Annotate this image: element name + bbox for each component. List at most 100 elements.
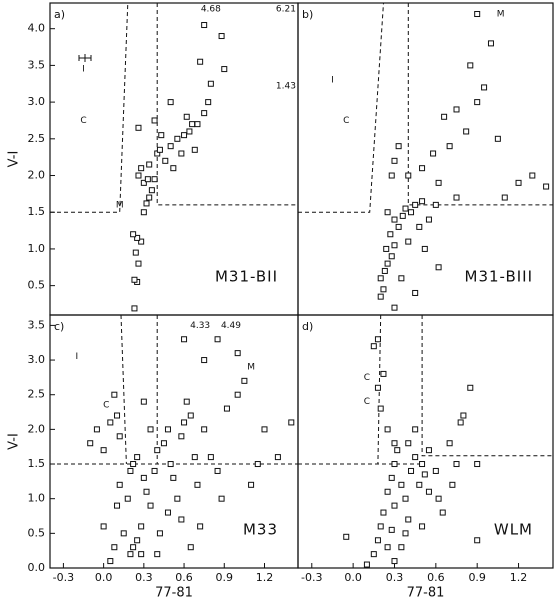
x-tick-label: 0.3: [386, 571, 404, 584]
star-point: [116, 481, 123, 488]
star-point: [174, 135, 181, 142]
star-point: [384, 488, 391, 495]
annotation: C: [364, 397, 370, 407]
annotation: 4.68: [201, 4, 221, 14]
y-tick-label: 2.5: [28, 388, 46, 401]
star-point: [111, 391, 118, 398]
star-point: [398, 275, 405, 282]
star-point: [143, 200, 150, 207]
star-point: [380, 509, 387, 516]
star-point: [501, 194, 508, 201]
star-point: [143, 488, 150, 495]
boundary-line: [156, 3, 298, 206]
y-tick-label: 1.0: [28, 492, 46, 505]
star-point: [134, 454, 141, 461]
y-tick-label: 3.0: [28, 95, 46, 108]
annotation: 4.49: [221, 321, 241, 331]
star-point: [223, 405, 230, 412]
star-point: [156, 530, 163, 537]
star-point: [435, 179, 442, 186]
panel-label: b): [302, 8, 313, 21]
y-tick-label: 2.0: [28, 422, 46, 435]
star-point: [140, 474, 147, 481]
boundary-line: [421, 315, 553, 457]
x-tick-label: 1.2: [256, 571, 274, 584]
panel: 0.5 1.0 1.5 2.0 2.5 3.0 3.5 4.0 V-I a) M31-BII 4.68…: [7, 2, 299, 316]
star-point: [156, 146, 163, 153]
star-point: [130, 461, 137, 468]
star-point: [370, 343, 377, 350]
star-point: [408, 467, 415, 474]
y-tick-label: 1.5: [28, 457, 46, 470]
boundary-line: [50, 2, 129, 213]
star-point: [453, 194, 460, 201]
star-point: [214, 336, 221, 343]
star-point: [130, 544, 137, 551]
star-point: [170, 474, 177, 481]
annotation: 6.21: [276, 4, 296, 14]
star-point: [183, 398, 190, 405]
star-point: [135, 124, 142, 131]
y-tick-label: 3.5: [28, 58, 46, 71]
star-point: [241, 377, 248, 384]
star-point: [419, 523, 426, 530]
y-tick-label: 4.0: [28, 22, 46, 35]
x-axis-label: 77-81: [407, 586, 445, 601]
star-point: [160, 440, 167, 447]
star-point: [374, 384, 381, 391]
star-point: [391, 242, 398, 249]
star-point: [384, 426, 391, 433]
star-point: [402, 205, 409, 212]
star-point: [405, 440, 412, 447]
panel-frame: [297, 314, 554, 569]
star-point: [87, 440, 94, 447]
star-point: [474, 11, 481, 18]
star-point: [374, 336, 381, 343]
star-point: [138, 551, 145, 558]
star-point: [191, 146, 198, 153]
y-tick-label: 1.5: [28, 205, 46, 218]
annotation: I: [331, 76, 334, 86]
star-point: [207, 80, 214, 87]
annotation: M: [497, 10, 505, 20]
panel: 0.0 0.5 1.0 1.5 2.0 2.5 3.0 3.5 -0.3 0.0 0.3 0.6 0.9…: [7, 314, 299, 601]
star-point: [135, 172, 142, 179]
star-point: [144, 176, 151, 183]
annotation: 4.33: [190, 321, 210, 331]
star-point: [154, 551, 161, 558]
star-point: [207, 454, 214, 461]
star-point: [391, 502, 398, 509]
star-point: [131, 305, 138, 312]
star-point: [134, 537, 141, 544]
star-point: [191, 454, 198, 461]
star-point: [419, 165, 426, 172]
star-point: [261, 426, 268, 433]
star-point: [388, 526, 395, 533]
star-point: [374, 537, 381, 544]
star-point: [131, 276, 138, 283]
x-axis-label: 77-81: [155, 586, 193, 601]
star-point: [124, 495, 131, 502]
x-tick-label: -0.3: [53, 571, 74, 584]
star-point: [387, 231, 394, 238]
panel-name: WLM: [494, 521, 533, 539]
star-point: [463, 128, 470, 135]
star-point: [132, 249, 139, 256]
panel-name: M31-BIII: [465, 268, 533, 286]
y-tick-label: 2.0: [28, 169, 46, 182]
star-point: [481, 84, 488, 91]
star-point: [395, 223, 402, 230]
star-point: [419, 198, 426, 205]
star-point: [402, 495, 409, 502]
star-point: [405, 172, 412, 179]
star-point: [408, 209, 415, 216]
star-point: [218, 495, 225, 502]
star-point: [164, 426, 171, 433]
star-point: [380, 286, 387, 293]
star-point: [114, 412, 121, 419]
star-point: [107, 558, 114, 565]
star-point: [146, 194, 153, 201]
star-point: [394, 447, 401, 454]
panel: b) M31-BIII C I M: [297, 2, 554, 316]
star-point: [140, 398, 147, 405]
